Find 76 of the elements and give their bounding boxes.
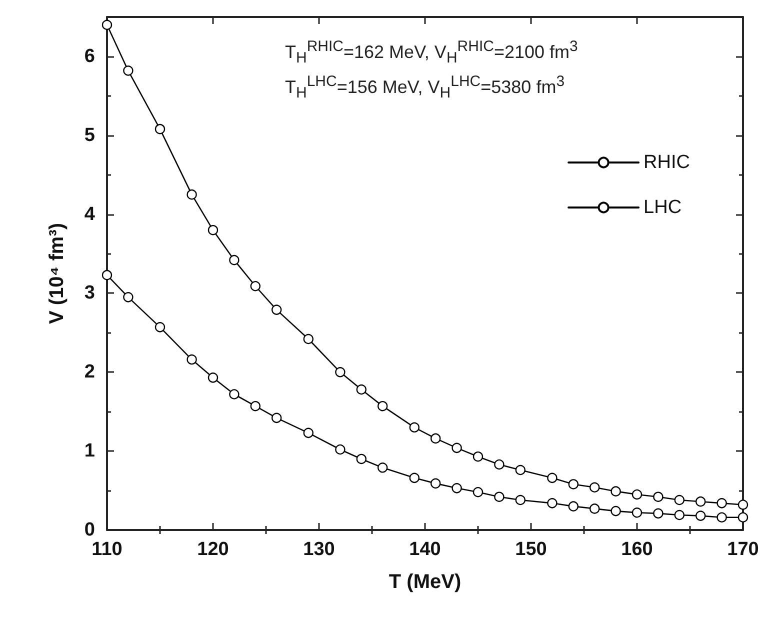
point [272, 412, 282, 424]
point [452, 483, 462, 494]
point [102, 20, 112, 30]
point [409, 422, 420, 432]
point [186, 189, 197, 200]
point [154, 124, 166, 134]
y-tick-label: 6 [84, 46, 95, 67]
point [515, 464, 526, 476]
point [229, 389, 240, 400]
point [568, 479, 578, 490]
point [430, 433, 441, 444]
point [653, 492, 664, 502]
point [208, 372, 218, 383]
point [632, 508, 642, 518]
y-tick-label: 1 [84, 440, 96, 462]
point [494, 492, 504, 502]
point [335, 367, 346, 378]
x-tick-label: 150 [515, 539, 547, 560]
x-axis-title: T (MeV) [388, 571, 462, 593]
point [272, 304, 282, 315]
point [250, 400, 260, 412]
point [568, 501, 578, 512]
point [547, 498, 558, 508]
y-tick-label: 4 [84, 204, 96, 225]
point [590, 504, 600, 514]
point [472, 487, 484, 498]
point [610, 486, 621, 496]
point [303, 428, 314, 438]
y-tick-label: 2 [84, 362, 95, 383]
x-tick-label: 110 [92, 539, 122, 560]
point [716, 512, 727, 522]
point [653, 508, 664, 519]
point [208, 224, 218, 236]
point [674, 510, 684, 520]
point [430, 478, 441, 489]
x-tick-label: 120 [197, 539, 229, 560]
point [452, 442, 462, 454]
legend-label: LHC [644, 197, 682, 218]
point [494, 459, 504, 470]
point [632, 489, 642, 500]
point [335, 444, 346, 455]
point [696, 496, 706, 507]
point [154, 322, 166, 332]
point [738, 512, 748, 522]
point [696, 510, 706, 521]
point [738, 500, 748, 510]
x-tick-label: 170 [727, 539, 759, 560]
y-tick-label: 5 [84, 124, 96, 146]
x-tick-label: 160 [621, 539, 653, 560]
point [515, 494, 526, 506]
point [303, 334, 314, 344]
point [674, 494, 684, 506]
point [409, 472, 420, 484]
point [229, 254, 240, 266]
point [590, 482, 600, 492]
y-tick-label: 0 [84, 520, 95, 540]
point [356, 454, 366, 464]
point [250, 281, 260, 292]
point [378, 400, 388, 412]
point [102, 270, 112, 280]
point [472, 452, 484, 462]
y-axis-title: V (10⁴ fm³) [46, 222, 68, 324]
point [123, 292, 134, 302]
point [547, 472, 558, 484]
point [123, 66, 134, 76]
x-tick-label: 140 [409, 539, 441, 560]
annotation: T$_{H}$$^{RHIC}$=162 MeV, V$_{H}$$^{RHIC}$=2100 fm$^{3}$ [285, 37, 578, 69]
annotation: T$_{H}$$^{LHC}$=156 MeV, V$_{H}$$^{LHC}$=5380 fm$^{3}$ [285, 72, 565, 104]
point [356, 384, 366, 395]
point [716, 498, 727, 508]
point [610, 506, 621, 516]
x-tick-label: 130 [303, 539, 335, 560]
y-tick-label: 3 [84, 282, 95, 304]
point [186, 354, 197, 365]
legend-label: RHIC [644, 152, 690, 173]
point [378, 462, 388, 473]
